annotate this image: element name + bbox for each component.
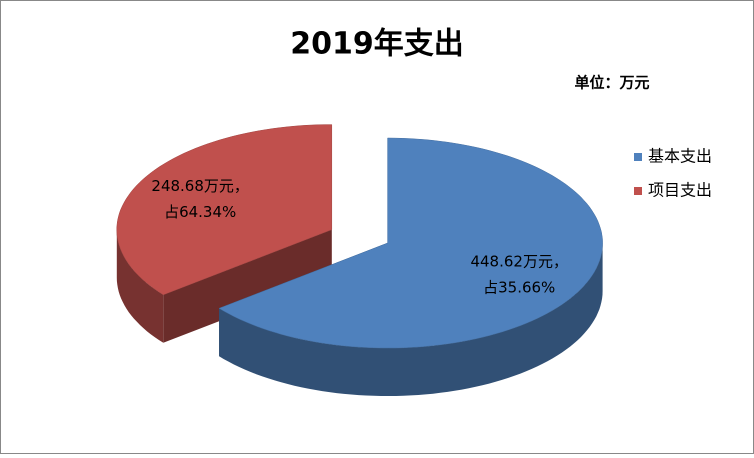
legend-swatch [634, 153, 642, 161]
chart-title: 2019年支出 [290, 27, 464, 62]
slice [218, 137, 603, 349]
legend-label: 项目支出 [648, 181, 712, 200]
slice-wall [219, 243, 603, 396]
legend-swatch [634, 187, 642, 195]
data-labels: 248.68万元， 占64.34% 448.62万元， 占35.66% [151, 177, 568, 297]
pie [116, 124, 603, 396]
share-label: 占35.66% [483, 279, 555, 297]
share-label: 占64.34% [164, 203, 236, 221]
value-label: 448.62万元， [470, 253, 568, 271]
value-label: 248.68万元， [151, 177, 249, 195]
slice-wall [116, 229, 164, 343]
slice-side [163, 229, 332, 343]
unit-label: 单位：万元 [574, 74, 649, 92]
legend-label: 基本支出 [648, 147, 712, 166]
slice [116, 124, 333, 296]
